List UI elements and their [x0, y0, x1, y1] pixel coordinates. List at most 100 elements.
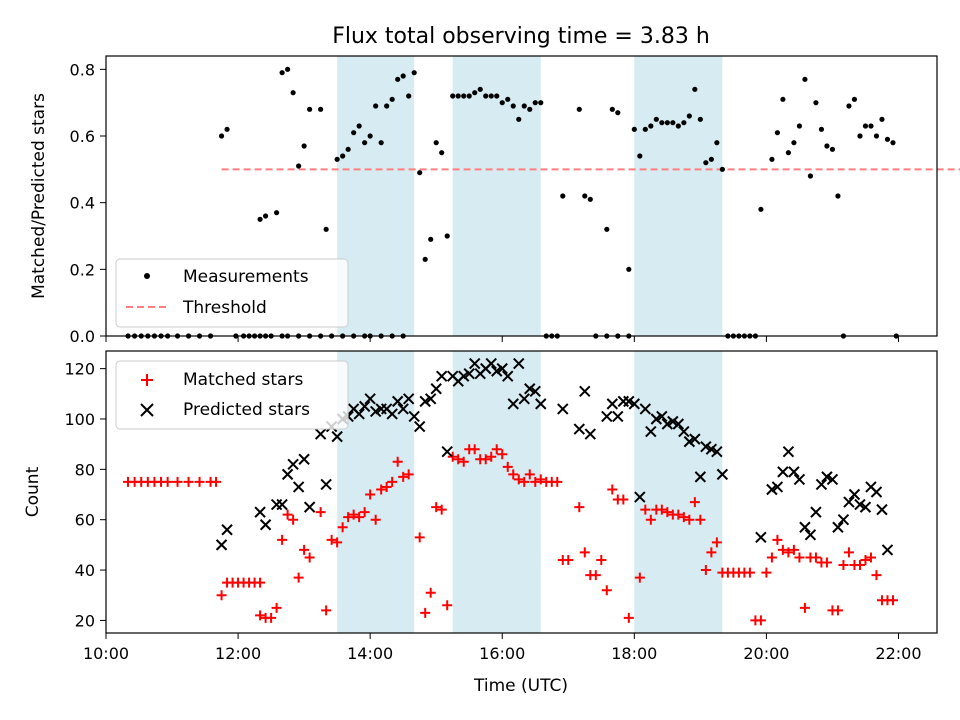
y-tick-label: 0.2 [70, 260, 95, 279]
y-tick-label: 60 [75, 511, 95, 530]
matched-star-point [271, 602, 282, 613]
predicted-star-point [777, 466, 789, 478]
shaded-interval [452, 351, 541, 633]
predicted-star-point [579, 385, 591, 397]
predicted-star-point [557, 403, 569, 415]
measurement-point [351, 130, 357, 136]
predicted-star-point [606, 398, 619, 410]
matched-star-point [321, 605, 332, 616]
measurement-point [774, 130, 781, 136]
matched-star-point [403, 469, 414, 480]
predicted-star-point [402, 393, 415, 405]
matched-star-point [453, 454, 464, 465]
measurement-point [587, 196, 593, 202]
matched-legend-label: Matched stars [183, 370, 303, 390]
shaded-interval [634, 56, 723, 336]
predicted-star-point [270, 498, 283, 511]
matched-star-point [359, 507, 370, 518]
chart-title: Flux total observing time = 3.83 h [332, 24, 710, 49]
measurement-point [692, 86, 698, 92]
predicted-star-point [799, 521, 811, 533]
predicted-star-point [441, 446, 453, 458]
measurement-point [323, 226, 329, 232]
threshold-legend-label: Threshold [182, 298, 267, 318]
measurement-point [532, 100, 538, 106]
predicted-star-point [815, 478, 828, 491]
predicted-star-point [881, 544, 894, 556]
measurement-point [769, 156, 775, 162]
predicted-star-point [424, 393, 437, 405]
predicted-star-point [788, 466, 800, 478]
measurement-point [406, 93, 412, 99]
bottom-axes-frame [105, 350, 938, 634]
measurement-point [439, 150, 445, 156]
predicted-star-point [221, 524, 233, 536]
matched-star-point [865, 552, 876, 563]
matched-star-point [794, 552, 805, 563]
predicted-star-point [331, 430, 343, 443]
predicted-star-point [391, 395, 404, 408]
predicted-star-point [859, 501, 872, 513]
y-tick-label: 0.4 [70, 194, 95, 213]
measurement-point [389, 96, 395, 102]
predicted-star-point [463, 367, 475, 380]
matched-star-point [744, 567, 755, 578]
measurement-point [818, 126, 825, 132]
matched-star-point [216, 590, 227, 601]
measurement-point [697, 116, 703, 122]
measurements-legend-marker [144, 273, 150, 279]
matched-star-point [348, 509, 359, 520]
matched-star-point [684, 514, 695, 525]
predicted-star-point [529, 385, 541, 397]
y-tick-label: 0.6 [70, 127, 95, 146]
predicted-star-point [672, 418, 685, 430]
y-tick-label: 80 [75, 460, 95, 479]
measurement-point [395, 76, 401, 82]
matched-star-point [425, 587, 436, 598]
predicted-star-point [837, 513, 850, 526]
measurement-point [824, 143, 830, 149]
x-tick-label: 12:00 [215, 644, 261, 663]
measurement-point [378, 140, 384, 146]
predicted-star-point [793, 473, 806, 486]
bottom-y-ticks: 20 40 60 80 100 120 [64, 360, 106, 630]
predicted-star-point [584, 428, 596, 440]
x-axis-label: Time (UTC) [473, 676, 568, 696]
matched-star-point [689, 497, 700, 508]
predicted-star-point [639, 403, 652, 415]
measurement-points [125, 66, 899, 339]
matched-star-point [194, 476, 205, 487]
measurement-point [290, 90, 296, 96]
matched-star-point [596, 554, 607, 565]
matched-star-point [469, 444, 480, 455]
measurement-point [873, 133, 880, 139]
measurement-point [785, 150, 792, 156]
measurement-point [538, 100, 544, 106]
top-legend-box [115, 258, 349, 328]
measurement-point [516, 116, 522, 122]
predicted-legend-marker [140, 403, 154, 417]
matched-star-point [711, 537, 722, 548]
matched-star-point [480, 454, 491, 465]
top-y-label: Matched/Predicted stars [29, 93, 49, 299]
matched-star-point [810, 552, 821, 563]
measurement-point [626, 266, 632, 272]
measurement-point [642, 126, 648, 132]
measurement-point [846, 103, 852, 109]
measurement-point [862, 123, 869, 129]
shaded-interval [337, 351, 415, 633]
measurement-point [274, 210, 280, 216]
matched-star-point [871, 570, 882, 581]
measurement-point [411, 70, 417, 76]
measurement-point [527, 106, 533, 112]
predicted-star-point [832, 521, 844, 533]
bottom-panel: 20 40 60 80 100 120 10:00 12:00 14:00 16:00 18:00… [23, 350, 938, 696]
matched-star-point [458, 456, 469, 467]
measurement-point [560, 193, 566, 199]
matched-star-point [513, 474, 524, 485]
x-tick-label: 20:00 [743, 644, 789, 663]
top-y-ticks: 0.0 0.2 0.4 0.6 0.8 [70, 60, 106, 346]
matched-star-point [420, 607, 431, 618]
matched-star-point [700, 565, 711, 576]
matched-star-point [766, 552, 777, 563]
